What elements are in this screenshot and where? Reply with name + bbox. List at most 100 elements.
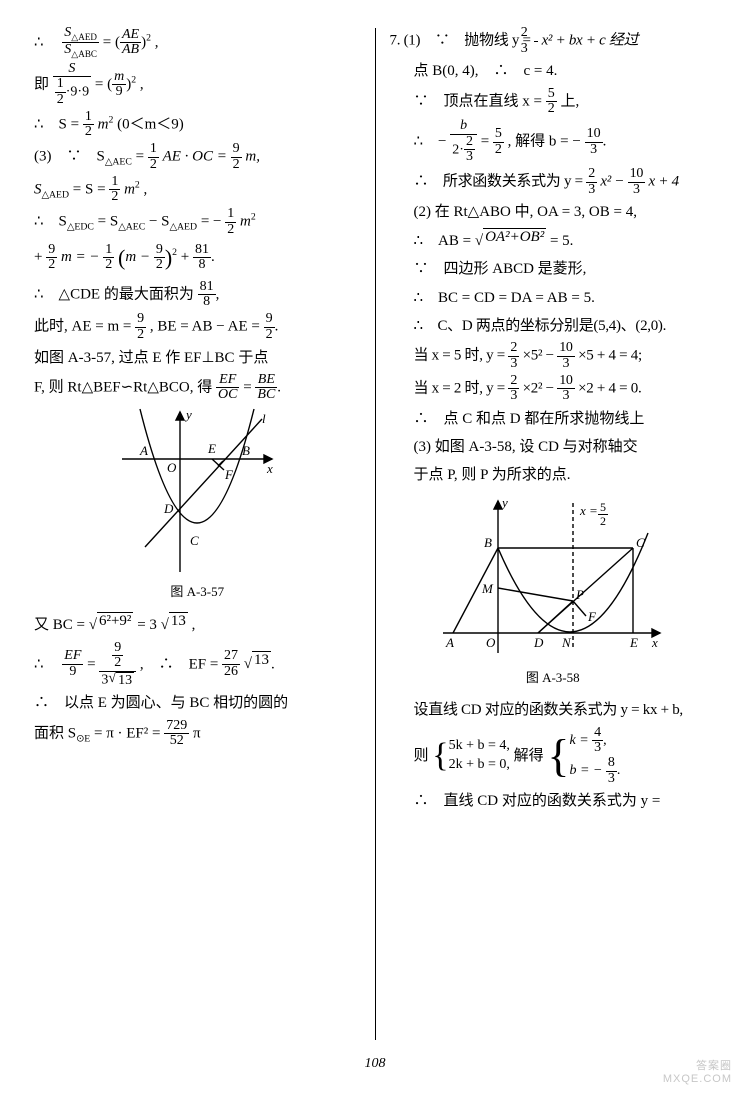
t: 3 xyxy=(557,357,574,372)
t: 9 xyxy=(154,243,165,259)
t: ∵ 顶点在直线 x = xyxy=(414,93,546,109)
t: 2 xyxy=(154,258,165,273)
t: m xyxy=(98,116,109,132)
t: 2k + b = 0, xyxy=(449,757,510,772)
page-number: 108 xyxy=(0,1052,750,1077)
t: 2 xyxy=(109,190,120,205)
t: OC xyxy=(216,388,239,403)
t: 2· xyxy=(452,142,464,157)
problem-7-1: 7. (1) ∵ 抛物线 y = 23 x² + bx + c 经过 xyxy=(390,26,717,56)
t: m − xyxy=(125,249,153,265)
step: (3) ∵ S△AEC = 12 AE · OC = 92 m, xyxy=(34,142,361,172)
step: 此时, AE = m = 92 , BE = AB − AE = 92. xyxy=(34,312,361,342)
t: x = xyxy=(579,503,598,518)
t: 2 xyxy=(546,102,557,117)
t: △AEC xyxy=(105,157,132,168)
t: 2 xyxy=(508,341,519,357)
t: 5 xyxy=(546,87,557,103)
t: 3 xyxy=(585,143,603,158)
t: BE xyxy=(255,373,277,389)
t: 答案圈 xyxy=(663,1060,732,1073)
t: ∴ S = xyxy=(34,116,83,132)
t: + xyxy=(181,249,193,265)
t: . xyxy=(277,379,281,395)
step: (2) 在 Rt△ABO 中, OA = 3, OB = 4, xyxy=(390,199,717,225)
t: B xyxy=(484,535,492,550)
t: 6²+9² xyxy=(97,612,133,630)
t: S xyxy=(34,181,42,197)
t: 当 x = 5 时, y = xyxy=(414,348,509,364)
t: = − xyxy=(201,214,225,230)
t: 9 xyxy=(112,641,123,657)
step: + 92 m = − 12 (m − 92)2 + 818. xyxy=(34,239,361,278)
t: 26 xyxy=(222,665,240,680)
t: C xyxy=(636,535,645,550)
t: (3) ∵ S xyxy=(34,149,105,165)
t: 8 xyxy=(606,756,617,772)
t: P xyxy=(575,587,584,602)
t: 1 xyxy=(109,175,120,191)
t: 9 xyxy=(231,142,242,158)
t: 1 xyxy=(83,110,94,126)
step: 设直线 CD 对应的函数关系式为 y = kx + b, xyxy=(390,697,717,723)
step: ∵ 顶点在直线 x = 52 上, xyxy=(390,87,717,117)
t: OA²+OB² xyxy=(483,228,546,246)
t: ·9·9 xyxy=(66,85,89,100)
t: △ABC xyxy=(71,49,97,59)
t: m xyxy=(112,70,126,86)
t: l xyxy=(262,411,266,426)
left-column: ∴ S△AED S△ABC = ( AE AB )2 , 即 S 12·9·9 … xyxy=(34,24,375,1044)
t: , xyxy=(151,34,159,50)
t: , xyxy=(136,76,144,92)
t: 2 xyxy=(586,167,597,183)
t: F, 则 Rt△BEF∽Rt△BCO, 得 xyxy=(34,379,216,395)
t: ∴ S xyxy=(34,214,67,230)
t: 2 xyxy=(264,328,275,343)
t: 2 xyxy=(508,374,519,390)
t: (0＜m＜9) xyxy=(117,116,184,132)
t: = S xyxy=(98,214,119,230)
t: 2 xyxy=(46,258,57,273)
t: N xyxy=(561,635,572,650)
watermark: 答案圈 MXQE.COM xyxy=(663,1060,732,1086)
step: ∴ AB = √OA²+OB² = 5. xyxy=(390,228,717,255)
t: EF xyxy=(216,373,239,389)
step: ∴ EF9 = 923√13 , ∴ EF = 2726 √13. xyxy=(34,641,361,689)
frac: S△AED S△ABC xyxy=(62,26,99,60)
t: B xyxy=(242,443,250,458)
step: ∴ △CDE 的最大面积为 818, xyxy=(34,280,361,310)
t: 10 xyxy=(557,374,574,390)
t: 5k + b = 4, xyxy=(449,738,510,753)
t: . xyxy=(617,763,621,778)
t: 1 xyxy=(225,207,236,223)
t: 9 xyxy=(62,665,83,680)
t: 13 xyxy=(116,672,134,688)
t: = 3 xyxy=(137,617,157,633)
t: . xyxy=(603,133,607,149)
step: 当 x = 5 时, y = 23 ×5² − 103 ×5 + 4 = 4; xyxy=(390,341,717,371)
t: − S xyxy=(149,214,170,230)
t: 2 xyxy=(598,515,608,528)
t: ⊙E xyxy=(76,733,90,744)
t: 3 xyxy=(592,741,603,756)
t: E xyxy=(207,441,216,456)
t: 当 x = 2 时, y = xyxy=(414,380,509,396)
t: 2 xyxy=(148,158,159,173)
t: b xyxy=(450,119,477,135)
t: C xyxy=(190,533,199,548)
t: m, xyxy=(245,149,260,165)
t: △AEC xyxy=(118,222,145,233)
t: , xyxy=(603,733,607,748)
t: M xyxy=(481,581,494,596)
t: 2 xyxy=(83,125,94,140)
t: = 5. xyxy=(550,233,573,249)
step: ∴ − b2·23 = 52 , 解得 b = − 103. xyxy=(390,119,717,165)
t: 10 xyxy=(585,127,603,143)
t: x xyxy=(266,461,273,476)
step: F, 则 Rt△BEF∽Rt△BCO, 得 EFOC = BEBC. xyxy=(34,373,361,403)
t: 2 xyxy=(493,143,504,158)
t: ∴ xyxy=(34,656,59,672)
t: 27 xyxy=(222,649,240,665)
t: π xyxy=(193,725,201,741)
t: 3 xyxy=(101,672,108,687)
